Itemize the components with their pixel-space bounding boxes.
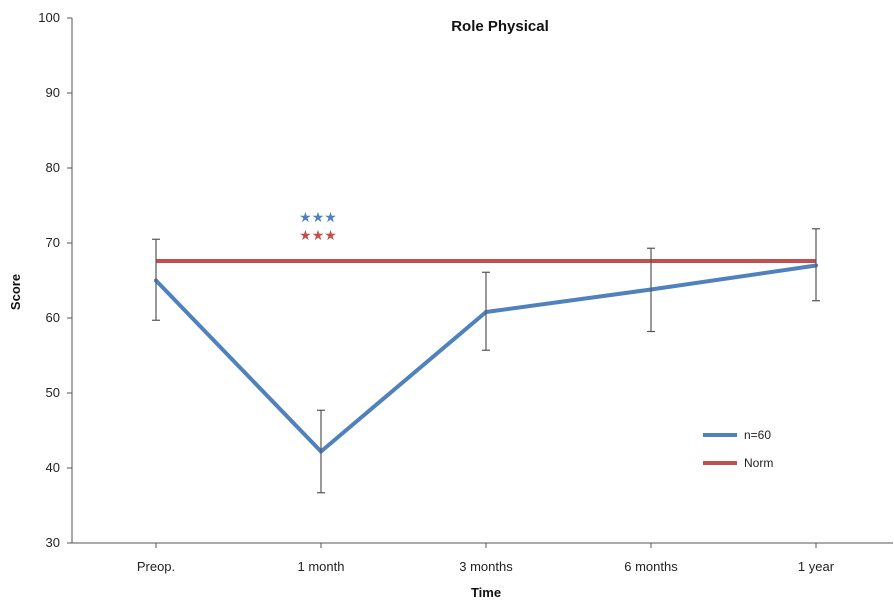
x-tick-label: Preop. <box>137 559 175 574</box>
x-tick-label: 1 year <box>798 559 835 574</box>
significance-stars-blue: ★★★ <box>299 210 337 226</box>
y-axis-title: Score <box>8 274 23 310</box>
significance-stars-red: ★★★ <box>299 228 337 244</box>
y-tick-label: 50 <box>46 385 60 400</box>
chart-title: Role Physical <box>451 18 549 35</box>
legend: n=60 Norm <box>703 428 773 470</box>
y-tick-label: 80 <box>46 160 60 175</box>
y-tick-label: 100 <box>38 10 60 25</box>
x-ticks: Preop. 1 month 3 months 6 months 1 year <box>137 543 835 574</box>
x-axis-title: Time <box>471 585 501 600</box>
y-tick-label: 40 <box>46 460 60 475</box>
y-ticks: 30 40 50 60 70 80 90 100 <box>38 10 72 550</box>
significance-annotations: ★★★ ★★★ <box>299 210 337 244</box>
legend-label-series-1: n=60 <box>744 428 771 442</box>
x-tick-label: 1 month <box>298 559 345 574</box>
legend-label-series-2: Norm <box>744 456 773 470</box>
y-tick-label: 30 <box>46 535 60 550</box>
error-bars <box>152 228 820 494</box>
y-tick-label: 70 <box>46 235 60 250</box>
axes <box>71 18 893 544</box>
x-tick-label: 3 months <box>459 559 513 574</box>
y-tick-label: 60 <box>46 310 60 325</box>
y-tick-label: 90 <box>46 85 60 100</box>
x-tick-label: 6 months <box>624 559 678 574</box>
